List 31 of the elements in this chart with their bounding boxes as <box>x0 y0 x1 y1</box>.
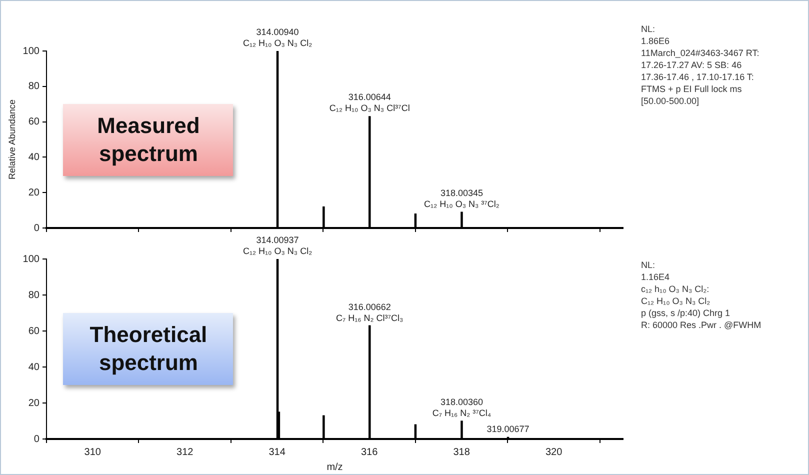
y-tick-label: 60 <box>28 326 40 337</box>
y-tick-label: 100 <box>22 46 40 57</box>
x-tick-label: 310 <box>84 446 102 458</box>
x-tick-label: 320 <box>545 446 563 458</box>
annotation: Measured spectrum <box>63 104 234 176</box>
y-tick-label: 80 <box>28 290 40 301</box>
x-tick-label: 314 <box>268 446 286 458</box>
y-tick-label: 60 <box>28 116 40 128</box>
annotation: 318.00345 C₁₂ H₁₀ O₃ N₃ ³⁷Cl₂ <box>424 188 500 210</box>
text: NL: 1.16E4 c₁₂ h₁₀ O₃ N₃ Cl₂: C₁₂ H₁₀ O₃ N₃ Cl₂ p (gss, s /p:40) Chrg 1 R: 60000 Res .Pwr . @FWHM <box>641 259 762 331</box>
y-tick-label: 40 <box>28 152 40 163</box>
y-tick-label: 20 <box>28 187 40 198</box>
x-axis-title: m/z <box>326 462 343 473</box>
text: NL: 1.86E6 11March_024#3463-3467 RT: 17.26-17.27 AV: 5 SB: 46 17.36-17.46 , 17.10-17.16 T: FTMS + p EI Full lock ms [50.00-500.00] <box>641 23 760 107</box>
y-tick-label: 40 <box>28 362 40 373</box>
y-tick-label: 0 <box>34 222 40 234</box>
y-tick-label: 100 <box>22 254 40 265</box>
annotation: 314.00940 C₁₂ H₁₀ O₃ N₃ Cl₂ <box>242 27 312 49</box>
annotation: 318.00360 C₇ H₁₆ N₂ ³⁷Cl₄ <box>432 397 492 419</box>
annotation: 316.00644 C₁₂ H₁₀ O₃ N₃ Cl³⁷Cl <box>329 92 410 114</box>
y-tick-label: 0 <box>34 434 40 445</box>
y-tick-label: 80 <box>28 81 40 92</box>
y-tick-label: 20 <box>28 398 40 409</box>
x-tick-label: 312 <box>176 446 194 458</box>
annotation: 314.00937 C₁₂ H₁₀ O₃ N₃ Cl₂ <box>242 235 312 257</box>
annotation: 319.00677 <box>486 424 530 436</box>
y-axis-title: Relative Abundance <box>6 99 17 180</box>
x-tick-label: 318 <box>453 446 470 458</box>
x-tick-label: 316 <box>360 446 378 458</box>
annotation: Theoretical spectrum <box>63 313 234 385</box>
annotation: 316.00662 C₇ H₁₆ N₂ Cl³⁷Cl₃ <box>336 302 404 324</box>
